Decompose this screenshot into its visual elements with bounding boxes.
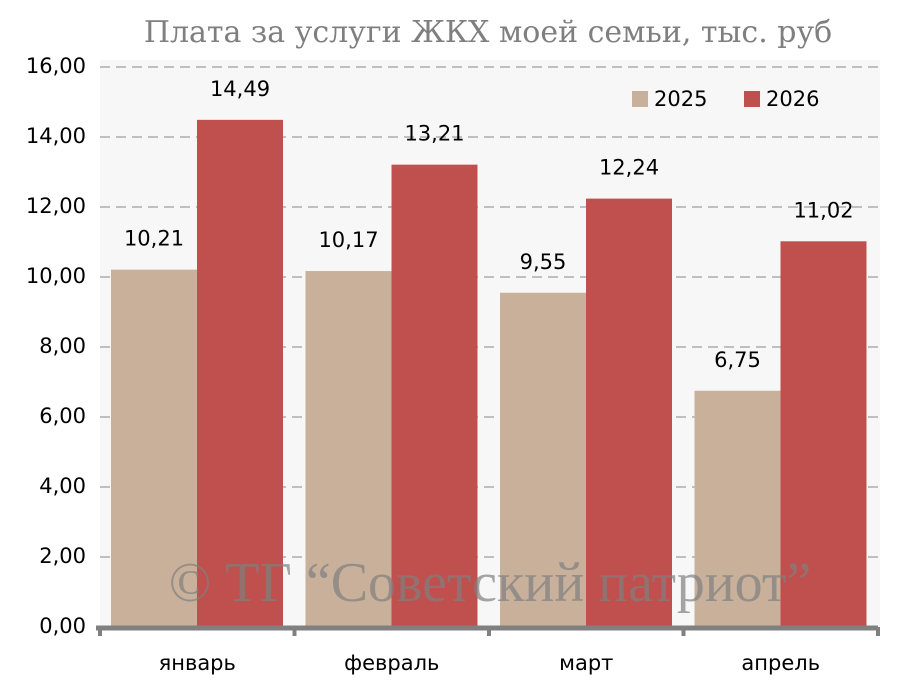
legend-swatch (632, 91, 648, 107)
value-label: 10,21 (124, 227, 184, 251)
y-tick-label: 14,00 (26, 124, 86, 148)
watermark: © ТГ “Советский патриот” (169, 552, 812, 614)
value-label: 11,02 (793, 198, 853, 222)
bar (500, 292, 586, 627)
y-tick-label: 10,00 (26, 264, 86, 288)
y-tick-label: 2,00 (39, 544, 86, 568)
y-tick-label: 8,00 (39, 334, 86, 358)
bar (305, 271, 392, 627)
value-label: 10,17 (318, 228, 378, 252)
x-tick-label: февраль (344, 651, 439, 675)
value-label: 12,24 (599, 156, 659, 180)
bar (391, 164, 478, 627)
bar (586, 198, 672, 627)
legend-swatch (744, 91, 760, 107)
y-tick-label: 16,00 (26, 54, 86, 78)
value-label: 14,49 (210, 77, 270, 101)
x-tick-label: январь (159, 651, 236, 675)
legend-label: 2026 (766, 87, 819, 111)
y-tick-label: 6,00 (39, 404, 86, 428)
x-tick-label: апрель (741, 651, 820, 675)
bar (694, 390, 781, 627)
legend-label: 2025 (654, 87, 707, 111)
bar (780, 241, 867, 628)
value-label: 9,55 (520, 250, 567, 274)
bar (111, 269, 197, 627)
bar (197, 119, 283, 627)
y-tick-label: 0,00 (39, 614, 86, 638)
x-tick-label: март (559, 651, 613, 675)
value-label: 13,21 (404, 122, 464, 146)
y-tick-label: 4,00 (39, 474, 86, 498)
y-tick-label: 12,00 (26, 194, 86, 218)
value-label: 6,75 (714, 348, 761, 372)
chart-title: Плата за услуги ЖКХ моей семьи, тыс. руб (144, 15, 832, 50)
